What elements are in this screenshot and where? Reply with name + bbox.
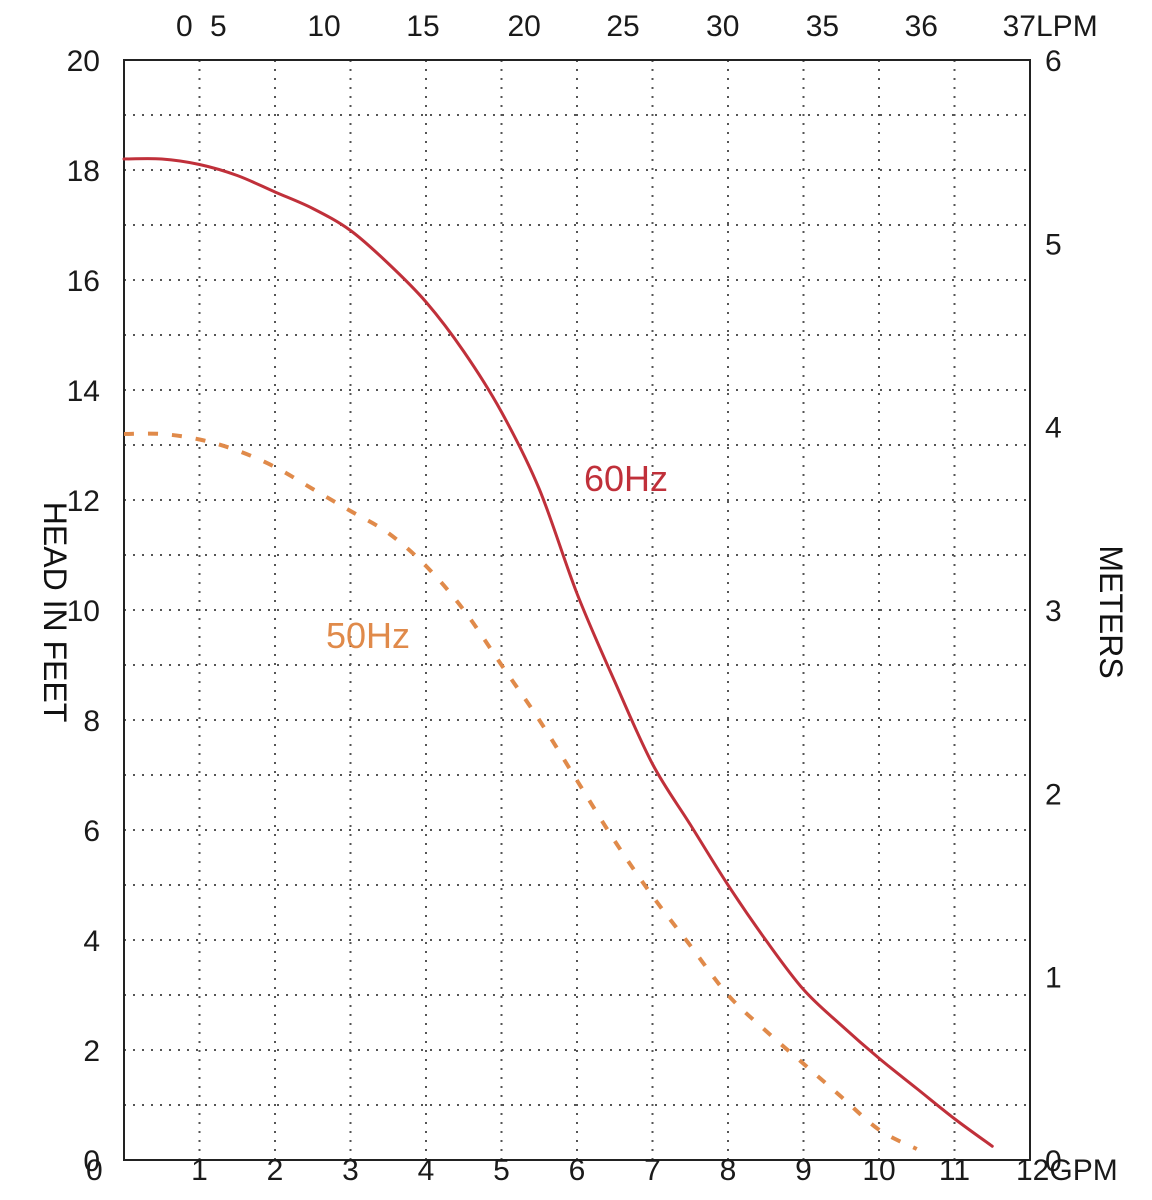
right-axis-title: METERS: [1093, 545, 1129, 678]
left-tick-label: 20: [67, 45, 100, 78]
left-tick-label: 4: [83, 925, 100, 958]
left-axis-title: HEAD IN FEET: [37, 502, 73, 722]
left-tick-label: 10: [67, 595, 100, 628]
bottom-tick-label: 8: [720, 1154, 737, 1187]
right-tick-label: 4: [1045, 412, 1062, 445]
left-tick-label: 0: [83, 1145, 100, 1178]
grid-lines: [124, 60, 1030, 1160]
bottom-tick-label: 3: [342, 1154, 359, 1187]
top-tick-label: 5: [210, 10, 227, 43]
right-tick-labels: 0 1 2 3 4 5 6: [1045, 45, 1062, 1178]
left-tick-label: 8: [83, 705, 100, 738]
bottom-tick-labels: 0 1 2 3 4 5 6 7 8 9 10 11 12GPM: [86, 1154, 1118, 1187]
bottom-tick-label: 2: [267, 1154, 284, 1187]
series-label-50hz: 50Hz: [326, 615, 410, 656]
top-tick-label: 35: [806, 10, 839, 43]
top-tick-label: 10: [307, 10, 340, 43]
top-tick-label: 15: [406, 10, 439, 43]
right-tick-label: 3: [1045, 595, 1062, 628]
series-line-60hz: [122, 157, 994, 1148]
top-tick-label: 20: [507, 10, 540, 43]
bottom-tick-label: 9: [795, 1154, 812, 1187]
top-tick-labels: 0 5 10 15 20 25 30 35 36 37LPM: [176, 10, 1098, 43]
left-tick-label: 18: [67, 155, 100, 188]
right-tick-label: 6: [1045, 45, 1062, 78]
bottom-tick-label: 12GPM: [1016, 1154, 1118, 1187]
series-line-50hz: [123, 431, 918, 1151]
top-tick-label: 25: [606, 10, 639, 43]
bottom-tick-label: 0: [86, 1154, 103, 1187]
bottom-tick-label: 6: [569, 1154, 586, 1187]
bottom-tick-label: 7: [644, 1154, 661, 1187]
bottom-tick-label: 5: [493, 1154, 510, 1187]
left-tick-label: 2: [83, 1035, 100, 1068]
bottom-tick-label: 11: [939, 1154, 970, 1187]
top-tick-label: 0: [176, 10, 193, 43]
top-tick-label: 30: [706, 10, 739, 43]
top-tick-label: 37LPM: [1003, 10, 1098, 43]
top-tick-label: 36: [905, 10, 938, 43]
bottom-tick-label: 10: [862, 1154, 895, 1187]
left-tick-label: 6: [83, 815, 100, 848]
right-tick-label: 5: [1045, 228, 1062, 261]
left-tick-label: 12: [67, 485, 100, 518]
bottom-tick-label: 1: [191, 1154, 208, 1187]
right-tick-label: 1: [1045, 962, 1062, 995]
left-tick-labels: 0 2 4 6 8 10 12 14 16 18 20: [67, 45, 100, 1178]
series-label-60hz: 60Hz: [584, 458, 668, 499]
left-tick-label: 16: [67, 265, 100, 298]
left-tick-label: 14: [67, 375, 100, 408]
right-tick-label: 2: [1045, 778, 1062, 811]
plot-frame: [123, 59, 1031, 1161]
right-tick-label: 0: [1045, 1145, 1062, 1178]
bottom-tick-label: 4: [418, 1154, 435, 1187]
series-layer: [122, 157, 994, 1151]
